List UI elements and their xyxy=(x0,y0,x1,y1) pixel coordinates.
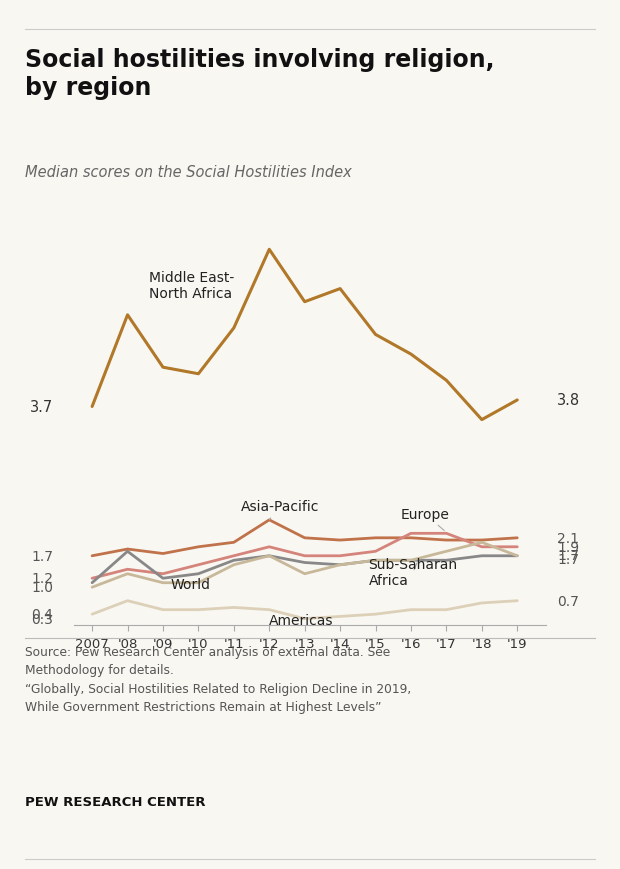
Text: 1.7: 1.7 xyxy=(557,553,579,567)
Text: 1.2: 1.2 xyxy=(31,572,53,586)
Text: Europe: Europe xyxy=(401,507,450,531)
Text: Middle East-
North Africa: Middle East- North Africa xyxy=(149,271,234,301)
Text: 0.4: 0.4 xyxy=(32,607,53,621)
Text: Median scores on the Social Hostilities Index: Median scores on the Social Hostilities … xyxy=(25,165,352,180)
Text: Source: Pew Research Center analysis of external data. See
Methodology for detai: Source: Pew Research Center analysis of … xyxy=(25,645,411,713)
Text: World: World xyxy=(170,577,210,591)
Text: Sub-Saharan
Africa: Sub-Saharan Africa xyxy=(368,558,458,587)
Text: Social hostilities involving religion,
by region: Social hostilities involving religion, b… xyxy=(25,48,494,100)
Text: 1.7: 1.7 xyxy=(557,548,579,562)
Text: 1.9: 1.9 xyxy=(557,541,580,554)
Text: 0.3: 0.3 xyxy=(32,612,53,626)
Text: Asia-Pacific: Asia-Pacific xyxy=(241,500,319,521)
Text: 2.1: 2.1 xyxy=(557,531,579,545)
Text: 3.7: 3.7 xyxy=(30,400,53,415)
Text: 0.7: 0.7 xyxy=(557,594,579,608)
Text: Americas: Americas xyxy=(269,613,334,627)
Text: PEW RESEARCH CENTER: PEW RESEARCH CENTER xyxy=(25,795,205,808)
Text: 1.0: 1.0 xyxy=(31,580,53,594)
Text: 1.7: 1.7 xyxy=(31,549,53,563)
Text: 3.8: 3.8 xyxy=(557,393,580,408)
